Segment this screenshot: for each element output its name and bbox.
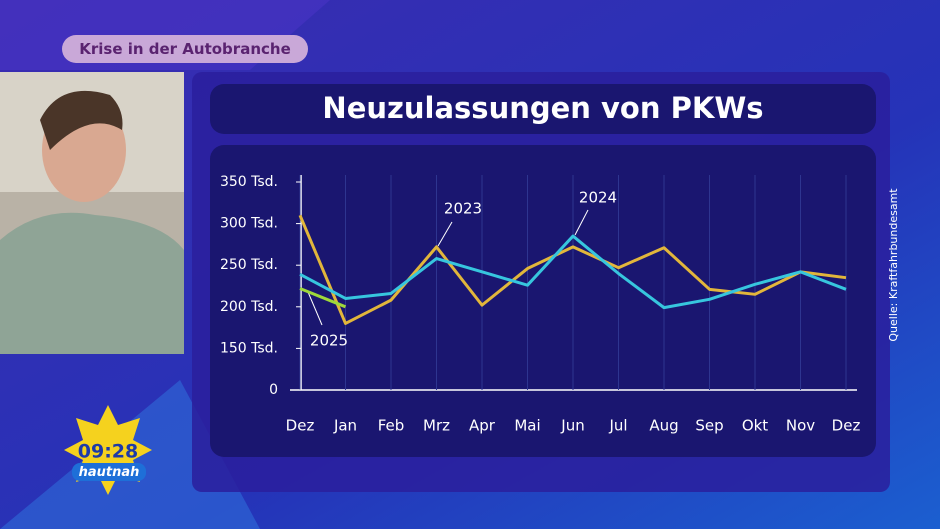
- y-tick-label: 0: [269, 382, 278, 398]
- source-note: Quelle: Kraftfahrbundesamt: [887, 188, 900, 342]
- presenter-hair: [40, 90, 123, 150]
- annotation-leader: [574, 209, 589, 236]
- y-tick-label: 200 Tsd.: [220, 299, 278, 315]
- series-line: [299, 234, 847, 310]
- x-tick-label: Aug: [649, 417, 678, 435]
- x-tick-label: Feb: [378, 417, 405, 435]
- y-tick-label: 150 Tsd.: [220, 340, 278, 356]
- x-tick-label: Mrz: [423, 417, 450, 435]
- show-name: hautnah: [79, 465, 140, 480]
- title-bar: [210, 84, 876, 134]
- plot-panel: [210, 145, 876, 457]
- clock-time: 09:28: [78, 441, 138, 463]
- y-tick-label: 250 Tsd.: [220, 257, 278, 273]
- x-tick-label: Jul: [608, 417, 627, 435]
- series-line: [299, 287, 347, 309]
- plot: Dez Jan Feb Mrz Apr Mai Jun Jul Aug Sep Okt Nov Dez 0…: [220, 174, 860, 435]
- topic-text: Krise in der Autobranche: [79, 40, 291, 58]
- x-tick-label: Dez: [832, 417, 861, 435]
- annotation-leader: [437, 221, 453, 247]
- x-tick-label: Dez: [286, 417, 315, 435]
- x-tick-label: Okt: [742, 417, 768, 435]
- x-tick-label: Sep: [695, 417, 723, 435]
- annotation-leader: [307, 291, 323, 326]
- topic-tag: [62, 35, 308, 63]
- y-tick-label: 300 Tsd.: [220, 216, 278, 232]
- presenter-sweater: [0, 212, 184, 354]
- show-badge: [72, 463, 146, 481]
- series-label: 2023: [444, 200, 482, 218]
- x-tick-label: Nov: [786, 417, 815, 435]
- series-label: 2024: [579, 189, 617, 207]
- x-tick-label: Jun: [560, 417, 584, 435]
- x-tick-label: Jan: [333, 417, 357, 435]
- y-tick-label: 350 Tsd.: [220, 174, 278, 190]
- chart-title: Neuzulassungen von PKWs: [322, 91, 763, 125]
- series-label: 2025: [310, 332, 348, 350]
- series-line: [298, 214, 847, 325]
- x-tick-label: Apr: [469, 417, 496, 435]
- x-tick-label: Mai: [514, 417, 540, 435]
